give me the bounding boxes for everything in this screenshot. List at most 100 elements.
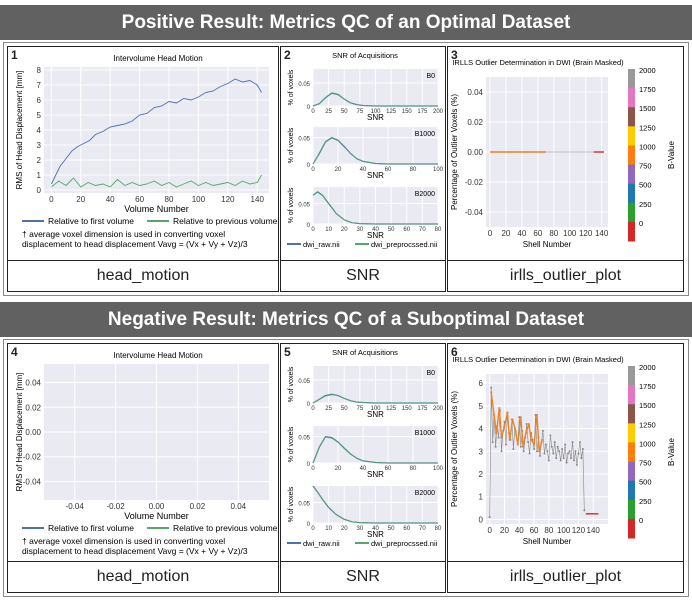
colorbar-tick-label: 500 (639, 478, 652, 487)
colorbar-segment (628, 145, 635, 166)
x-tick-label: 60 (385, 466, 392, 472)
x-tick-label: 20 (500, 526, 509, 535)
x-tick-label: -0.02 (106, 502, 125, 511)
x-tick-label: 20 (501, 229, 510, 238)
data-point-orange (516, 443, 519, 446)
data-point-orange (530, 438, 533, 441)
negative-frame: 4 Intervolume Head Motion -0.04 -0.02 0.00 0… (3, 339, 689, 597)
data-point-orange (541, 438, 544, 441)
footnote-line-1: † average voxel dimension is used in con… (22, 536, 225, 546)
x-axis-label: SNR (367, 231, 384, 240)
data-point-grey (534, 413, 537, 416)
x-tick-label: 60 (135, 195, 144, 204)
series-line-preprocessed (312, 93, 438, 107)
y-tick-label: 5 (479, 402, 484, 411)
positive-frame: 1 Intervolume Head Motion 0 20 40 60 80 100 120… (3, 42, 689, 296)
y-tick-label: 0.05 (298, 202, 310, 208)
panel-caption: head_motion (8, 260, 278, 291)
y-tick-label: 0 (479, 515, 484, 524)
data-point-grey (543, 452, 546, 455)
y-tick-label: 0 (307, 522, 311, 528)
data-point-orange (506, 411, 509, 414)
data-point-grey (571, 441, 574, 444)
colorbar-tick-label: 250 (639, 497, 652, 506)
panel-number: 2 (284, 48, 291, 62)
data-point-grey (522, 450, 525, 453)
irlls-chart: IRLLS Outlier Determination in DWI (Brai… (450, 355, 676, 546)
negative-banner: Negative Result: Metrics QC of a Subopti… (0, 302, 692, 337)
chart-title: SNR of Acquisitions (332, 348, 398, 357)
y-tick-label: 1 (37, 171, 42, 180)
data-point-grey (572, 459, 575, 462)
x-tick-label: 40 (372, 227, 379, 233)
y-tick-label: 0.00 (25, 428, 41, 437)
y-tick-label: 6 (37, 96, 42, 105)
colorbar-label: B-Value (667, 438, 676, 466)
y-tick-label: 2 (479, 470, 484, 479)
data-point-grey (550, 445, 553, 448)
x-tick-label: 0 (311, 227, 315, 233)
x-tick-label: 80 (544, 526, 553, 535)
subplot-label-b2000: B2000 (415, 191, 435, 198)
colorbar-tick-label: 0 (639, 219, 643, 228)
panel-head-motion-negative: 4 Intervolume Head Motion -0.04 -0.02 0.00 0… (7, 343, 279, 593)
x-tick-label: 25 (325, 406, 332, 412)
y-tick-label: -0.02 (23, 453, 42, 462)
irlls-chart: IRLLS Outlier Determination in DWI (Brai… (450, 58, 676, 249)
data-point-grey (525, 423, 528, 425)
colorbar-segment (628, 202, 635, 223)
x-tick-label: 150 (402, 109, 413, 115)
subplot-label-b1000: B1000 (415, 430, 435, 437)
data-point-grey (547, 459, 550, 462)
data-point-grey (494, 445, 497, 448)
x-axis-label: SNR (367, 470, 384, 479)
x-tick-label: 20 (341, 227, 348, 233)
panel-number: 1 (11, 48, 18, 62)
chart-title: Intervolume Head Motion (113, 351, 202, 360)
y-axis-label: % of voxels (288, 486, 295, 522)
data-point-grey (504, 443, 507, 446)
colorbar-tick-label: 1750 (639, 382, 656, 391)
x-tick-label: 50 (341, 109, 348, 115)
x-tick-label: 80 (549, 229, 558, 238)
panel-number: 5 (284, 345, 291, 359)
y-tick-label: 0.05 (298, 137, 310, 143)
colorbar-tick-label: 1000 (639, 142, 656, 151)
colorbar-tick-label: 1500 (639, 104, 656, 113)
x-tick-label: 40 (517, 229, 526, 238)
data-point-grey (570, 457, 573, 460)
data-point-grey (578, 441, 581, 444)
x-tick-label: 60 (533, 229, 542, 238)
data-point-grey (580, 457, 583, 460)
footnote-line-1: † average voxel dimension is used in con… (22, 229, 225, 239)
x-tick-label: 125 (386, 406, 397, 412)
colorbar-segment (628, 183, 635, 204)
x-tick-label: 0 (311, 406, 315, 412)
x-tick-label: 0 (311, 466, 315, 472)
data-point-grey (553, 441, 556, 444)
colorbar-segment (628, 480, 635, 501)
data-point-orange (500, 436, 503, 439)
data-point-grey (562, 457, 565, 460)
colorbar-tick-label: 1000 (639, 439, 656, 448)
x-tick-label: 75 (357, 406, 364, 412)
legend-label-raw: dwi_raw.nii (303, 240, 340, 249)
colorbar-segment (628, 107, 635, 127)
subplot-label-b2000: B2000 (415, 490, 435, 497)
panel-irlls-negative: 6 IRLLS Outlier Determination in DWI (Br… (447, 343, 684, 593)
y-tick-label: 0.02 (25, 403, 41, 412)
data-point-grey (575, 463, 578, 466)
x-tick-label: 25 (325, 109, 332, 115)
data-point-grey (577, 452, 580, 455)
x-tick-label: 120 (221, 195, 235, 204)
y-axis-label: % of voxels (288, 426, 295, 462)
x-tick-label: 40 (372, 526, 379, 532)
y-tick-label: 8 (37, 66, 42, 75)
legend-label-preprocessed: dwi_preprocssed.nii (371, 240, 438, 249)
colorbar-segment (628, 164, 635, 185)
legend-label-first-volume: Relative to first volume (48, 216, 134, 226)
y-tick-label: 0.05 (298, 379, 310, 385)
data-point-grey (561, 448, 564, 450)
x-tick-label: 0.04 (231, 502, 247, 511)
